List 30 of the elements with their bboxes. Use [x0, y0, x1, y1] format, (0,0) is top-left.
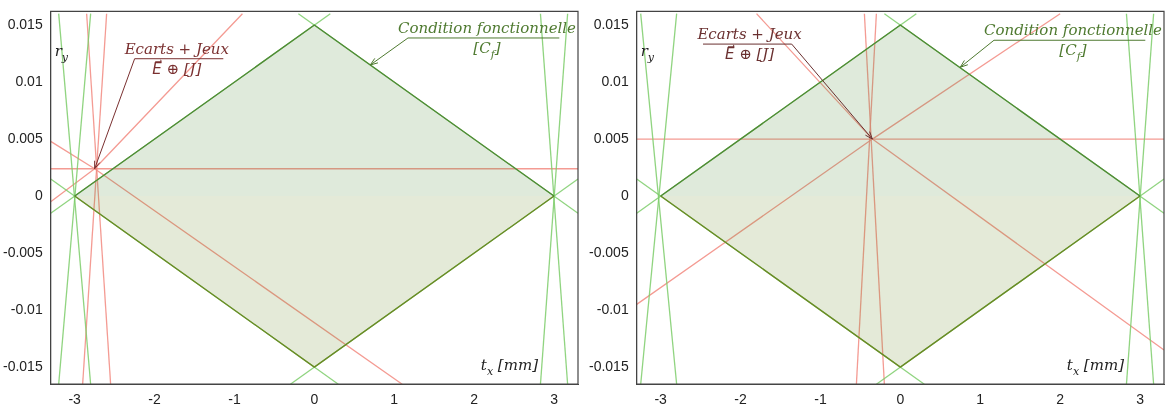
y-tick-label: 0.015 — [7, 15, 43, 32]
y-tick-label: 0.015 — [593, 15, 629, 32]
y-tick-label: 0.005 — [593, 129, 629, 146]
y-tick-label: 0.01 — [601, 72, 629, 89]
x-tick-label: 3 — [550, 391, 559, 408]
y-tick-label: -0.015 — [588, 357, 629, 374]
y-tick-label: 0.01 — [15, 72, 43, 89]
y-tick-label: 0 — [34, 186, 43, 203]
x-tick-label: -3 — [68, 391, 82, 408]
x-tick-label: 1 — [390, 391, 399, 408]
x-tick-label: 2 — [470, 391, 479, 408]
y-tick-label: -0.01 — [10, 300, 43, 317]
y-tick-label: -0.005 — [2, 243, 43, 260]
x-tick-label: -1 — [814, 391, 827, 408]
y-tick-label: 0.005 — [7, 129, 43, 146]
x-tick-label: 0 — [310, 391, 319, 408]
x-tick-label: 0 — [896, 391, 905, 408]
annotation: Ecarts + Jeux E⃗ ⊕ [J] — [696, 25, 803, 64]
x-tick-label: -1 — [228, 391, 241, 408]
x-tick-label: -2 — [734, 391, 747, 408]
x-tick-label: 3 — [1136, 391, 1145, 408]
x-tick-label: -2 — [148, 391, 161, 408]
y-tick-label: -0.015 — [2, 357, 43, 374]
x-tick-label: 1 — [976, 391, 985, 408]
annotation: Ecarts + Jeux E⃗ ⊕ [J] — [123, 39, 230, 78]
x-tick-label: -3 — [654, 391, 668, 408]
x-tick-label: 2 — [1056, 391, 1065, 408]
y-tick-label: -0.005 — [588, 243, 629, 260]
y-tick-label: 0 — [620, 186, 629, 203]
y-tick-label: -0.01 — [596, 300, 629, 317]
